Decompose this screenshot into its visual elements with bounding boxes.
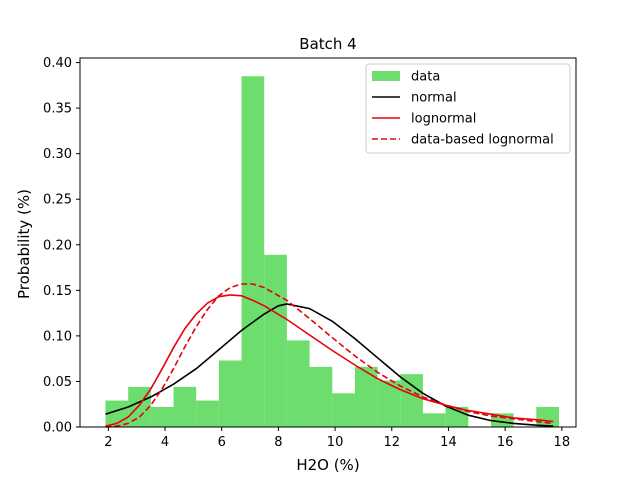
x-tick-label: 14 bbox=[440, 435, 457, 450]
histogram-bar bbox=[173, 386, 197, 427]
histogram-bar bbox=[536, 406, 559, 427]
legend-label: data bbox=[411, 70, 440, 85]
x-tick-label: 2 bbox=[104, 435, 112, 450]
y-tick-label: 0.05 bbox=[43, 375, 72, 390]
y-tick-label: 0.15 bbox=[43, 284, 72, 299]
histogram-bar bbox=[332, 393, 355, 427]
histogram-bar bbox=[354, 366, 378, 427]
legend: data normal lognormal data-based lognormal bbox=[365, 63, 571, 154]
chart-title: Batch 4 bbox=[299, 35, 356, 53]
x-tick-label: 6 bbox=[218, 435, 226, 450]
plot-frame bbox=[79, 57, 577, 428]
legend-label: lognormal bbox=[411, 112, 476, 127]
plot-area: 2 4 6 8 10 12 14 16 18 0.00 0.05 0.10 0.15 0.20 0.25 0.… bbox=[43, 56, 577, 450]
histogram-bar bbox=[241, 76, 265, 427]
x-tick-label: 8 bbox=[274, 435, 282, 450]
y-tick-label: 0.35 bbox=[43, 102, 72, 117]
y-tick-label: 0.00 bbox=[43, 421, 72, 436]
histogram-bar bbox=[150, 406, 174, 427]
histogram-bar bbox=[377, 380, 401, 427]
y-tick-label: 0.20 bbox=[43, 238, 72, 253]
legend-label: normal bbox=[411, 91, 457, 106]
x-tick-label: 12 bbox=[383, 435, 400, 450]
histogram-bar bbox=[422, 413, 446, 427]
y-tick-label: 0.25 bbox=[43, 193, 72, 208]
histogram-bar bbox=[309, 366, 333, 427]
histogram-bar bbox=[264, 254, 287, 427]
histogram-bar bbox=[196, 400, 219, 427]
x-tick-label: 18 bbox=[554, 435, 571, 450]
legend-label: data-based lognormal bbox=[411, 133, 554, 148]
series-line-normal bbox=[105, 303, 554, 427]
y-axis-title: Probability (%) bbox=[15, 189, 33, 299]
histogram-bar bbox=[286, 340, 310, 427]
series-line-data-based-lognormal bbox=[105, 283, 554, 428]
y-tick-label: 0.40 bbox=[43, 56, 72, 71]
x-tick-label: 4 bbox=[161, 435, 169, 450]
x-tick-label: 10 bbox=[327, 435, 344, 450]
x-tick-label: 16 bbox=[497, 435, 514, 450]
y-tick-label: 0.10 bbox=[43, 329, 72, 344]
histogram-bar bbox=[218, 360, 242, 427]
legend-swatch-data bbox=[372, 71, 400, 81]
x-axis-title: H2O (%) bbox=[296, 456, 359, 474]
histogram-bar bbox=[400, 374, 423, 427]
histogram-bar bbox=[445, 406, 469, 427]
y-tick-label: 0.30 bbox=[43, 147, 72, 162]
legend-box bbox=[365, 63, 571, 154]
